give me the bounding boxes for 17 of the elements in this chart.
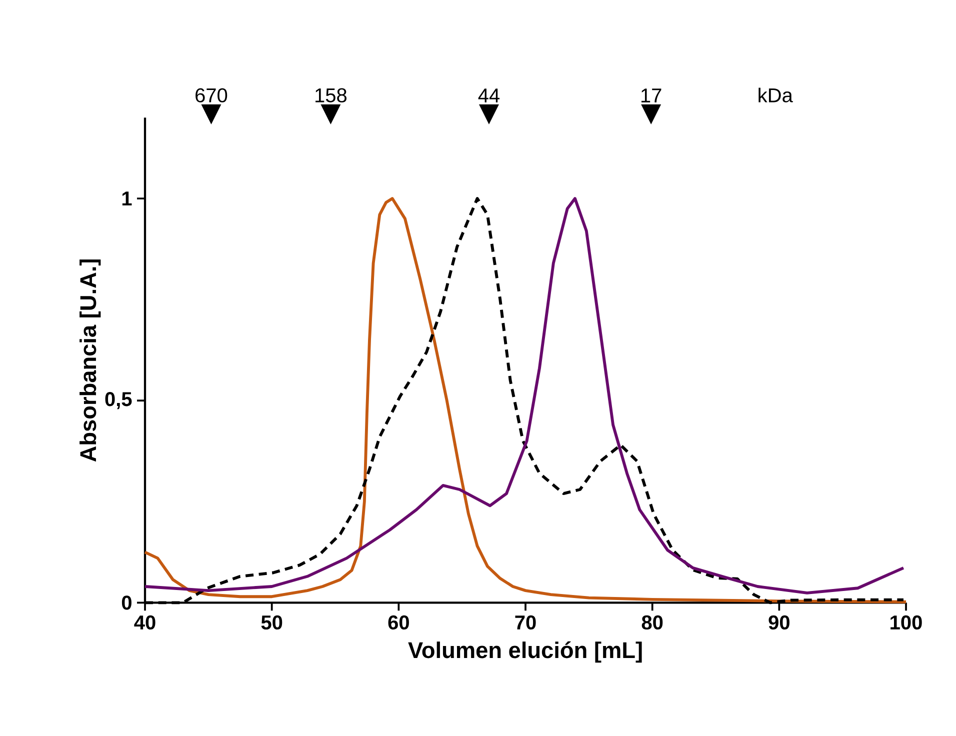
x-tick-label: 80	[642, 615, 663, 630]
x-tick-label: 100	[890, 615, 922, 630]
x-tick-label: 60	[388, 615, 409, 630]
y-tick-label: 1	[122, 192, 132, 206]
text: 44	[478, 88, 500, 102]
text: 17	[641, 88, 662, 102]
text: 158	[316, 88, 346, 102]
y-tick-label: 0	[122, 596, 132, 610]
x-tick-label: 40	[134, 615, 156, 630]
text: kDa	[758, 88, 793, 102]
y-axis-title: Absorbancia [U.A.]	[80, 259, 101, 462]
text: 670	[196, 88, 228, 102]
x-tick-label: 90	[768, 615, 790, 630]
x-tick-label: 50	[261, 615, 282, 630]
y-tick-label: 0,5	[105, 392, 132, 410]
x-tick-label: 70	[515, 615, 536, 630]
x-axis-title: Volumen elución [mL]	[408, 641, 642, 663]
